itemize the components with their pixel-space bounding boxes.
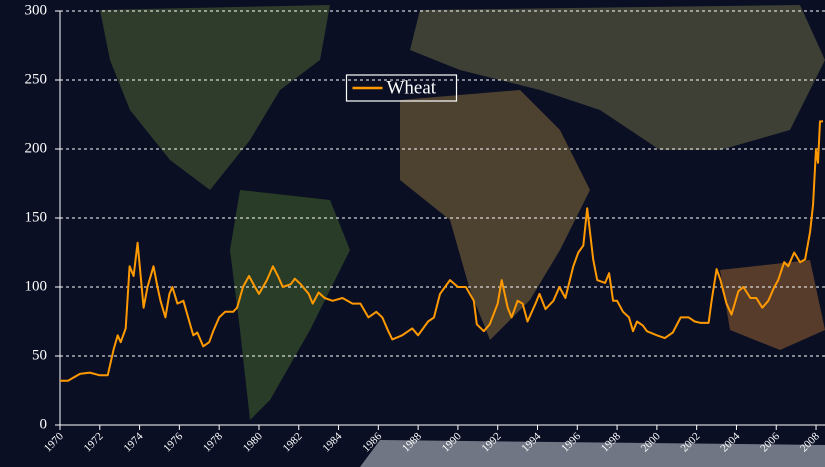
y-tick-label: 0 — [40, 416, 48, 432]
y-tick-label: 150 — [25, 209, 48, 225]
y-tick-label: 300 — [25, 2, 48, 18]
map-background — [0, 0, 825, 467]
y-tick-label: 100 — [25, 278, 48, 294]
chart: 0501001502002503001970197219741976197819… — [0, 0, 825, 467]
y-tick-label: 250 — [25, 71, 48, 87]
y-tick-label: 200 — [25, 140, 48, 156]
y-tick-label: 50 — [32, 347, 47, 363]
page: 0501001502002503001970197219741976197819… — [0, 0, 825, 467]
legend-label: Wheat — [387, 77, 437, 98]
